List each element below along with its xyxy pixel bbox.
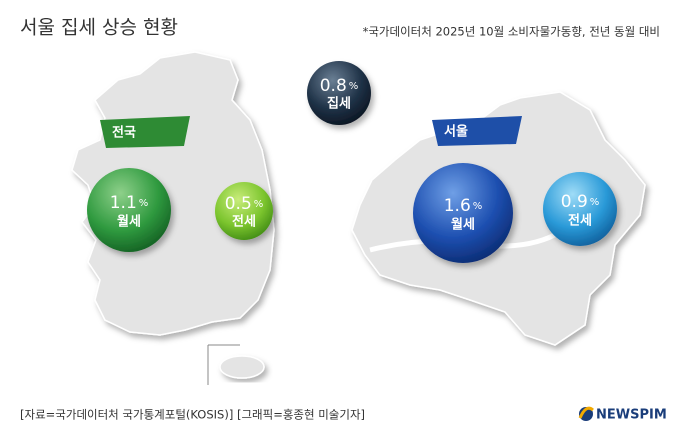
svg-text:0.8%: 0.8% xyxy=(320,76,359,96)
jeju-map xyxy=(219,355,265,379)
value: 0.8 xyxy=(320,76,347,96)
svg-text:1.1%: 1.1% xyxy=(110,193,149,213)
bubble-label: 월세 xyxy=(451,217,475,233)
svg-text:0.5%: 0.5% xyxy=(225,194,264,214)
value: 1.1 xyxy=(110,193,137,213)
bubble-label: 월세 xyxy=(117,214,141,230)
label-banner xyxy=(100,116,190,148)
svg-text:1.6%: 1.6% xyxy=(444,196,483,216)
bubble: 1.1% 월세 xyxy=(87,168,171,252)
value: 0.5 xyxy=(225,194,252,214)
logo: NEWSPIM xyxy=(596,408,667,423)
value: 1.6 xyxy=(444,196,471,216)
label-banner xyxy=(432,116,522,146)
region-label: 서울 xyxy=(444,124,468,140)
svg-text:0.9%: 0.9% xyxy=(561,192,600,212)
region-label: 전국 xyxy=(112,125,136,141)
unit: % xyxy=(473,201,483,212)
bubble: 0.8% 집세 xyxy=(307,61,371,125)
unit: % xyxy=(349,81,359,92)
unit: % xyxy=(590,197,600,208)
bubble: 0.9% 전세 xyxy=(543,172,617,246)
logo-icon xyxy=(578,406,594,419)
bubble-label: 집세 xyxy=(327,97,351,112)
note: *국가데이터처 2025년 10월 소비자물가동향, 전년 동월 대비 xyxy=(363,25,660,39)
unit: % xyxy=(139,198,149,209)
title: 서울 집세 상승 현황 xyxy=(20,17,178,39)
bubble: 1.6% 월세 xyxy=(413,163,513,263)
inset-frame xyxy=(207,344,240,385)
bubble-label: 전세 xyxy=(568,213,592,229)
unit: % xyxy=(254,199,264,210)
value: 0.9 xyxy=(561,192,588,212)
source: [자료=국가데이터처 국가통계포털(KOSIS)] [그래픽=홍종현 미술기자] xyxy=(20,408,365,422)
bubble-label: 전세 xyxy=(232,214,256,230)
bubble: 0.5% 전세 xyxy=(215,182,273,240)
